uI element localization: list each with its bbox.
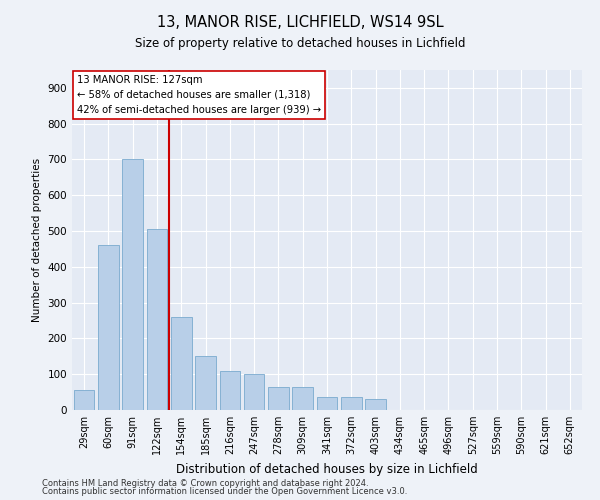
Text: 13, MANOR RISE, LICHFIELD, WS14 9SL: 13, MANOR RISE, LICHFIELD, WS14 9SL [157, 15, 443, 30]
X-axis label: Distribution of detached houses by size in Lichfield: Distribution of detached houses by size … [176, 462, 478, 475]
Bar [74, 390, 94, 410]
Text: Contains HM Land Registry data © Crown copyright and database right 2024.: Contains HM Land Registry data © Crown c… [42, 478, 368, 488]
Text: Size of property relative to detached houses in Lichfield: Size of property relative to detached ho… [135, 38, 465, 51]
Bar [268, 386, 289, 410]
Bar [317, 398, 337, 410]
Text: Contains public sector information licensed under the Open Government Licence v3: Contains public sector information licen… [42, 487, 407, 496]
Bar [365, 400, 386, 410]
Bar [292, 386, 313, 410]
Bar [146, 230, 167, 410]
Bar [171, 317, 191, 410]
Y-axis label: Number of detached properties: Number of detached properties [32, 158, 42, 322]
Text: 13 MANOR RISE: 127sqm
← 58% of detached houses are smaller (1,318)
42% of semi-d: 13 MANOR RISE: 127sqm ← 58% of detached … [77, 75, 321, 114]
Bar [195, 356, 216, 410]
Bar [122, 160, 143, 410]
Bar [98, 246, 119, 410]
Bar [341, 398, 362, 410]
Bar [220, 370, 240, 410]
Bar [244, 374, 265, 410]
